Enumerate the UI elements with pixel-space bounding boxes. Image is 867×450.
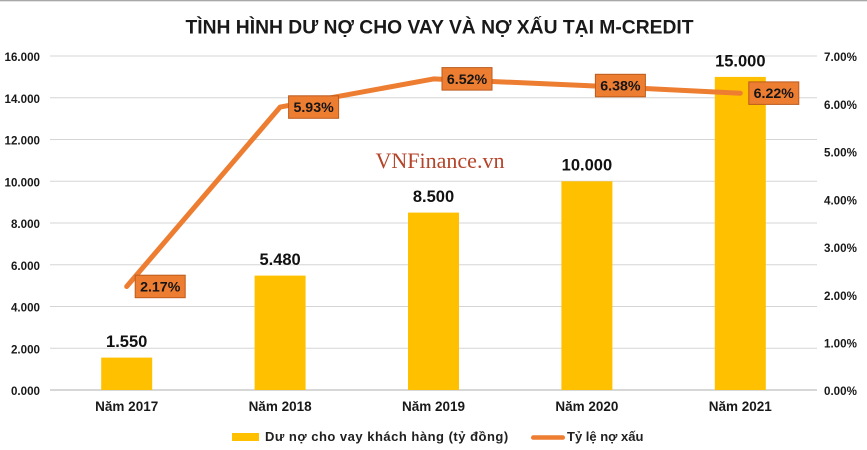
svg-text:12.000: 12.000: [5, 135, 40, 148]
svg-text:6.52%: 6.52%: [447, 72, 488, 88]
svg-text:6.000: 6.000: [11, 260, 40, 273]
svg-text:5.480: 5.480: [259, 251, 300, 269]
svg-text:14.000: 14.000: [5, 93, 40, 106]
svg-text:Năm 2021: Năm 2021: [709, 399, 773, 414]
svg-text:Tỷ lệ nợ xấu: Tỷ lệ nợ xấu: [567, 429, 643, 444]
svg-text:1.550: 1.550: [106, 333, 147, 351]
svg-text:6.00%: 6.00%: [824, 99, 857, 112]
svg-text:0.00%: 0.00%: [824, 385, 857, 398]
svg-text:VNFinance.vn: VNFinance.vn: [376, 148, 505, 173]
svg-text:0.000: 0.000: [11, 385, 40, 398]
svg-text:10.000: 10.000: [5, 177, 40, 190]
svg-text:16.000: 16.000: [5, 51, 40, 64]
svg-text:Năm 2017: Năm 2017: [95, 399, 158, 414]
svg-text:2.17%: 2.17%: [140, 280, 181, 296]
svg-text:8.000: 8.000: [11, 218, 40, 231]
svg-text:2.000: 2.000: [11, 344, 40, 357]
svg-text:Năm 2019: Năm 2019: [402, 399, 465, 414]
svg-text:4.00%: 4.00%: [824, 194, 857, 207]
svg-text:3.00%: 3.00%: [824, 242, 857, 255]
svg-text:6.22%: 6.22%: [754, 86, 795, 102]
svg-text:Dư nợ cho vay khách hàng (tỷ đ: Dư nợ cho vay khách hàng (tỷ đồng): [265, 429, 509, 444]
svg-text:5.93%: 5.93%: [293, 100, 334, 116]
svg-text:4.000: 4.000: [11, 302, 40, 315]
svg-text:5.00%: 5.00%: [824, 147, 857, 160]
svg-text:Năm 2018: Năm 2018: [249, 399, 313, 414]
svg-text:10.000: 10.000: [562, 157, 612, 175]
svg-text:2.00%: 2.00%: [824, 290, 857, 303]
svg-text:1.00%: 1.00%: [824, 338, 857, 351]
svg-text:6.38%: 6.38%: [600, 79, 641, 95]
svg-text:7.00%: 7.00%: [824, 51, 857, 64]
svg-text:Năm 2020: Năm 2020: [555, 399, 618, 414]
svg-text:TÌNH HÌNH DƯ NỢ CHO VAY VÀ NỢ: TÌNH HÌNH DƯ NỢ CHO VAY VÀ NỢ XẤU TẠI M-…: [185, 16, 693, 39]
svg-text:8.500: 8.500: [413, 188, 454, 206]
svg-text:15.000: 15.000: [715, 52, 765, 70]
